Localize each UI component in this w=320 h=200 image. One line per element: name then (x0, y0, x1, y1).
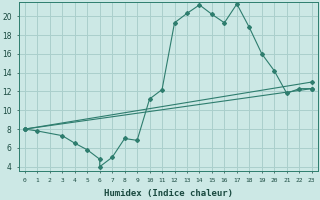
X-axis label: Humidex (Indice chaleur): Humidex (Indice chaleur) (104, 189, 233, 198)
